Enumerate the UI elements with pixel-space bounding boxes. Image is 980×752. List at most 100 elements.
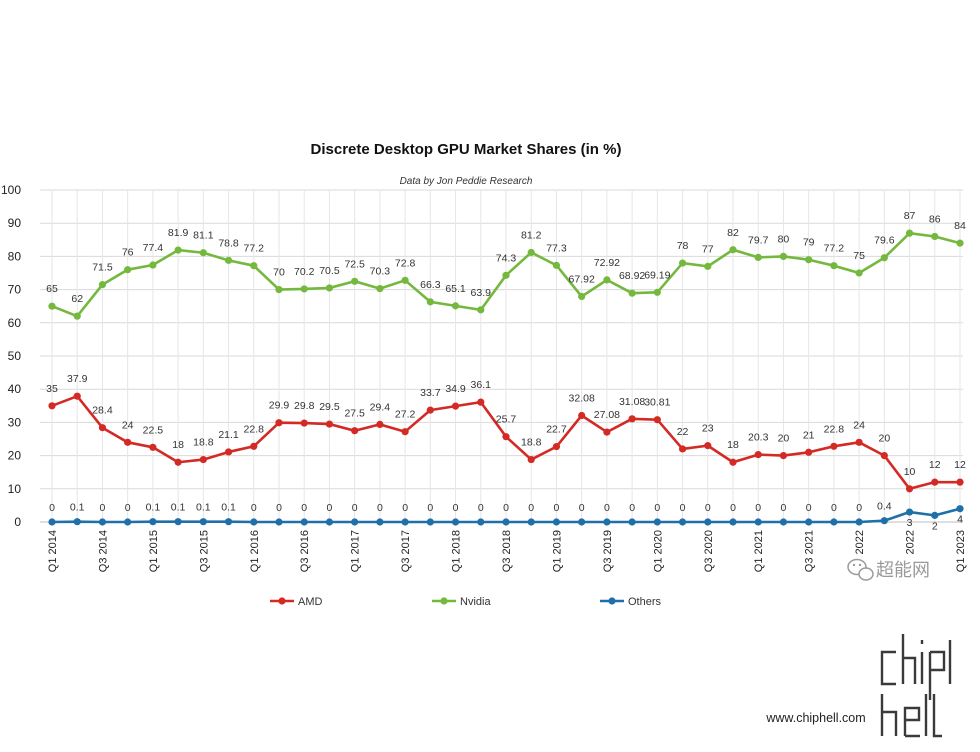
- data-point-nvidia: [603, 276, 611, 284]
- data-point-others: [48, 518, 56, 526]
- data-label-others: 0: [654, 502, 660, 514]
- data-point-others: [98, 518, 107, 526]
- data-point-others: [704, 518, 712, 526]
- data-point-nvidia: [578, 292, 586, 301]
- x-tick-label: Q1 2016: [249, 530, 261, 572]
- data-label-others: 0: [629, 502, 635, 514]
- data-point-nvidia: [376, 285, 384, 293]
- data-label-nvidia: 78: [677, 240, 689, 252]
- data-label-nvidia: 70: [273, 267, 285, 279]
- x-tick-label: Q1 2014: [47, 530, 59, 572]
- y-tick-label: 0: [14, 515, 21, 529]
- data-label-nvidia: 71.5: [92, 262, 113, 274]
- legend-label: Others: [628, 596, 662, 608]
- legend-label: Nvidia: [460, 596, 491, 608]
- data-label-nvidia: 78.8: [218, 237, 239, 249]
- wechat-watermark: 超能网: [847, 558, 930, 581]
- data-label-amd: 18: [172, 439, 184, 451]
- chiphell-logo: [880, 634, 952, 738]
- x-tick-label: Q3 2015: [198, 530, 210, 572]
- data-point-others: [880, 517, 888, 525]
- data-label-amd: 20.3: [748, 432, 769, 444]
- y-tick-label: 30: [8, 415, 22, 429]
- data-point-others: [729, 518, 737, 526]
- x-tick-label: Q1 2023: [955, 530, 967, 572]
- data-label-others: 0.4: [877, 501, 892, 513]
- data-label-others: 0: [125, 502, 131, 514]
- y-tick-label: 40: [8, 382, 22, 396]
- data-point-amd: [805, 448, 813, 456]
- data-label-others: 0: [755, 502, 761, 514]
- data-label-nvidia: 81.9: [168, 227, 189, 239]
- data-label-amd: 21.1: [218, 429, 239, 441]
- data-label-amd: 29.5: [319, 401, 340, 413]
- x-tick-label: Q1 2020: [652, 530, 664, 572]
- data-label-nvidia: 81.2: [521, 229, 542, 241]
- data-point-nvidia: [325, 284, 334, 292]
- data-point-nvidia: [426, 298, 434, 306]
- data-label-others: 4: [957, 514, 963, 526]
- data-label-nvidia: 70.5: [319, 265, 340, 277]
- data-label-nvidia: 68.92: [619, 270, 645, 282]
- data-label-others: 0: [100, 502, 106, 514]
- data-label-others: 0: [528, 502, 534, 514]
- x-tick-label: Q3 2017: [400, 530, 412, 572]
- data-point-others: [779, 518, 788, 526]
- y-tick-label: 80: [8, 249, 22, 263]
- data-point-amd: [527, 455, 535, 464]
- data-point-others: [224, 518, 233, 526]
- data-label-others: 3: [907, 517, 913, 529]
- data-point-nvidia: [351, 277, 359, 285]
- data-label-others: 0: [503, 502, 509, 514]
- data-point-others: [124, 518, 132, 526]
- data-point-others: [805, 518, 813, 526]
- data-label-amd: 22.8: [244, 423, 265, 435]
- data-label-others: 0: [680, 502, 686, 514]
- x-axis: Q1 2014 Q3 2014 Q1 2015 Q3 2015 Q1 2016 Q3 20…: [47, 530, 967, 572]
- series-amd: 35 37.9 28.4 24 22.5 18 18.8 21.1 22.8 29.9 29.8 29…: [46, 373, 966, 493]
- data-point-nvidia: [174, 246, 182, 254]
- data-point-amd: [275, 419, 283, 427]
- data-point-nvidia: [830, 262, 838, 270]
- data-label-others: 0.1: [70, 502, 85, 514]
- data-point-nvidia: [527, 248, 535, 257]
- data-point-nvidia: [653, 288, 661, 296]
- data-label-nvidia: 84: [954, 220, 966, 232]
- data-label-others: 0: [831, 502, 837, 514]
- data-point-amd: [48, 402, 56, 410]
- data-label-others: 0: [377, 502, 383, 514]
- data-point-amd: [502, 433, 510, 441]
- data-point-nvidia: [628, 289, 636, 297]
- data-point-amd: [199, 455, 207, 464]
- data-point-amd: [779, 452, 788, 460]
- y-tick-label: 50: [8, 349, 22, 363]
- data-label-nvidia: 87: [904, 210, 916, 222]
- y-axis: 0 10 20 30 40 50 60 70 80 90 100: [1, 183, 21, 529]
- y-tick-label: 20: [8, 449, 22, 463]
- data-label-others: 0.1: [146, 502, 161, 514]
- data-point-others: [956, 505, 964, 513]
- data-point-others: [678, 518, 687, 526]
- site-url: www.chiphell.com: [765, 711, 865, 725]
- y-tick-label: 60: [8, 316, 22, 330]
- data-label-amd: 34.9: [445, 383, 466, 395]
- x-tick-label: Q1 2018: [451, 530, 463, 572]
- data-label-nvidia: 86: [929, 213, 941, 225]
- data-label-nvidia: 79.7: [748, 234, 769, 246]
- data-point-amd: [174, 458, 182, 466]
- data-label-amd: 23: [702, 423, 714, 435]
- data-label-others: 0: [478, 502, 484, 514]
- y-tick-label: 90: [8, 216, 22, 230]
- data-point-amd: [704, 442, 712, 450]
- data-label-others: 0: [251, 502, 257, 514]
- legend-item-others: Others: [600, 596, 662, 608]
- data-label-amd: 33.7: [420, 387, 441, 399]
- data-label-amd: 10: [904, 466, 916, 478]
- data-point-amd: [300, 419, 308, 427]
- data-point-others: [250, 518, 258, 526]
- data-label-nvidia: 77.2: [824, 243, 845, 255]
- legend-item-nvidia: Nvidia: [432, 596, 491, 608]
- data-point-nvidia: [678, 259, 687, 267]
- data-point-nvidia: [502, 271, 510, 279]
